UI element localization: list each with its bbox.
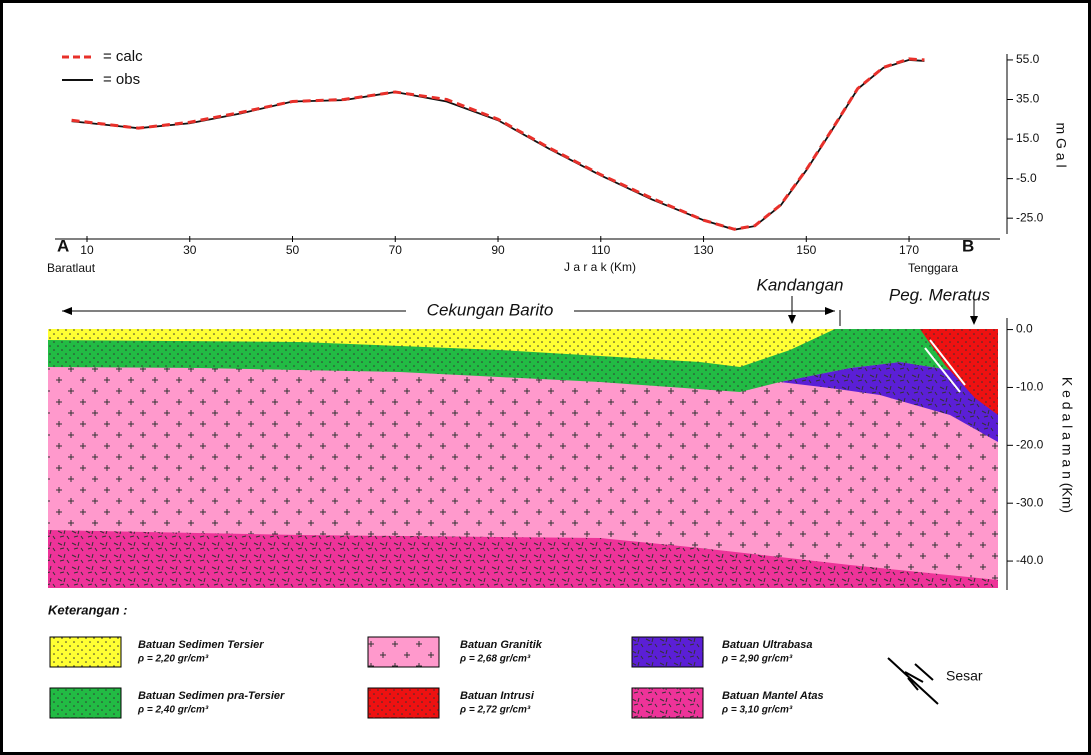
x-tick-label: 30 bbox=[183, 243, 197, 257]
legend-density: ρ = 2,72 gr/cm³ bbox=[459, 705, 531, 716]
legend-swatch-pattern bbox=[632, 637, 703, 667]
x-axis-label: J a r a k (Km) bbox=[564, 260, 636, 274]
x-tick-label: 150 bbox=[796, 243, 816, 257]
legend-density: ρ = 2,68 gr/cm³ bbox=[459, 654, 531, 665]
legend-density: ρ = 2,20 gr/cm³ bbox=[137, 654, 209, 665]
end-label: B bbox=[962, 236, 974, 255]
legend-swatch-pattern bbox=[50, 688, 121, 718]
x-tick-label: 10 bbox=[80, 243, 94, 257]
legend-name: Batuan Ultrabasa bbox=[722, 639, 812, 651]
legend-swatch-pattern bbox=[368, 688, 439, 718]
y-tick-label: -5.0 bbox=[1016, 171, 1037, 185]
legend-density: ρ = 2,40 gr/cm³ bbox=[137, 705, 209, 716]
legend-name: Batuan Intrusi bbox=[460, 690, 535, 702]
y-tick-label: -30.0 bbox=[1016, 495, 1044, 509]
y-tick-label: 55.0 bbox=[1016, 52, 1040, 66]
y-tick-label: -40.0 bbox=[1016, 553, 1044, 567]
x-tick-label: 110 bbox=[591, 243, 610, 257]
page: 10 30 50 70 90 110 130 150 170 -25.0 -5.0 15.0 35.0 5… bbox=[0, 0, 1091, 755]
legend-name: Batuan Sedimen pra-Tersier bbox=[138, 690, 285, 702]
legend-label: = calc bbox=[103, 48, 143, 65]
legend-swatch-pattern bbox=[632, 688, 703, 718]
legend-name: Sesar bbox=[946, 668, 983, 684]
y-tick-label: 35.0 bbox=[1016, 92, 1040, 106]
x-tick-label: 70 bbox=[389, 243, 403, 257]
place-label: Peg. Meratus bbox=[889, 285, 991, 304]
figure: 10 30 50 70 90 110 130 150 170 -25.0 -5.0 15.0 35.0 5… bbox=[0, 0, 1091, 755]
section-title: Cekungan Barito bbox=[427, 300, 554, 319]
legend-title: Keterangan : bbox=[48, 602, 127, 617]
y-tick-label: -20.0 bbox=[1016, 437, 1044, 451]
y-tick-label: -25.0 bbox=[1016, 210, 1044, 224]
y-tick-label: 15.0 bbox=[1016, 131, 1040, 145]
y-axis-label: K e d a l a m a n (Km) bbox=[1059, 377, 1075, 513]
end-name: Tenggara bbox=[908, 261, 958, 275]
end-name: Baratlaut bbox=[47, 261, 96, 275]
x-tick-label: 170 bbox=[899, 243, 919, 257]
end-label: A bbox=[57, 236, 69, 255]
legend-name: Batuan Sedimen Tersier bbox=[138, 639, 264, 651]
legend-name: Batuan Granitik bbox=[460, 639, 543, 651]
x-tick-label: 50 bbox=[286, 243, 300, 257]
legend-label: = obs bbox=[103, 71, 140, 88]
x-tick-label: 130 bbox=[694, 243, 714, 257]
legend-density: ρ = 3,10 gr/cm³ bbox=[721, 705, 793, 716]
y-tick-label: -10.0 bbox=[1016, 380, 1044, 394]
place-label: Kandangan bbox=[757, 275, 844, 294]
legend-swatch-pattern bbox=[368, 637, 439, 667]
x-tick-label: 90 bbox=[491, 243, 505, 257]
y-tick-label: 0.0 bbox=[1016, 322, 1033, 336]
y-axis-label: m G a l bbox=[1053, 122, 1069, 167]
legend-swatch-pattern bbox=[50, 637, 121, 667]
legend-name: Batuan Mantel Atas bbox=[722, 690, 824, 702]
legend-density: ρ = 2,90 gr/cm³ bbox=[721, 654, 793, 665]
